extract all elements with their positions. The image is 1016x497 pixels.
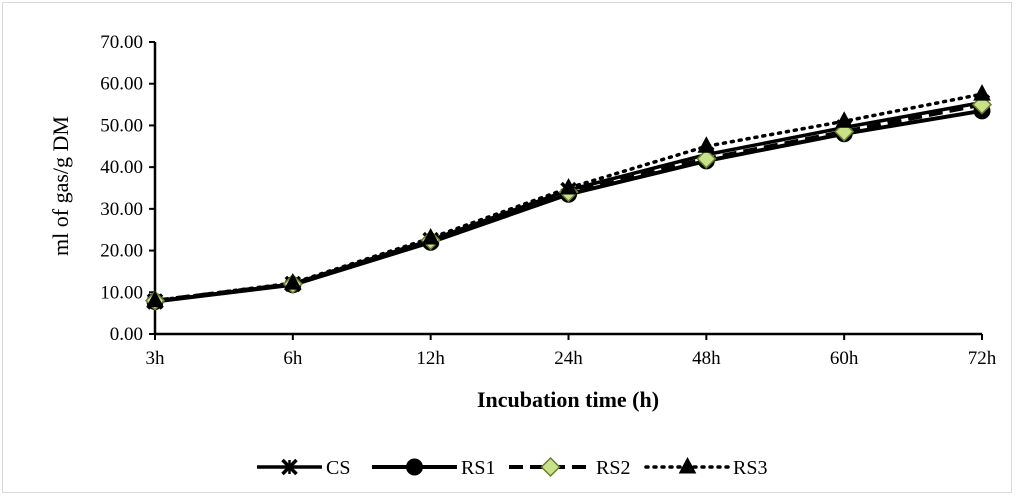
y-tick-label: 60.00 (100, 74, 143, 95)
y-tick-label: 30.00 (100, 199, 143, 220)
y-tick-labels: 0.00 10.00 20.00 30.00 40.00 50.00 60.00 70.00 (100, 32, 143, 345)
legend: CS RS1 RS2 RS3 (257, 456, 767, 479)
legend-swatch-marker (281, 458, 298, 476)
x-tick-label: 6h (283, 348, 303, 369)
series-line-rs1 (154, 108, 983, 304)
legend-label: CS (326, 457, 350, 479)
x-tick-label: 60h (830, 348, 859, 369)
legend-label: RS3 (733, 457, 767, 479)
x-tick-label: 24h (554, 348, 583, 369)
legend-swatch-marker (678, 456, 697, 474)
data-point-rs3 (146, 290, 164, 308)
legend-item-cs: CS (257, 457, 350, 479)
y-tick-label: 10.00 (100, 282, 143, 303)
y-tick-label: 20.00 (100, 241, 143, 262)
data-point-rs3 (421, 227, 440, 245)
legend-label: RS1 (461, 457, 495, 479)
y-tick-label: 0.00 (110, 324, 143, 345)
y-tick-label: 40.00 (100, 157, 143, 178)
data-point-rs3 (973, 84, 991, 101)
legend-swatch-marker (406, 458, 423, 476)
data-point-rs3 (559, 177, 578, 195)
x-tick-label: 12h (416, 348, 445, 369)
series-markers (144, 84, 993, 311)
legend-item-rs1: RS1 (372, 457, 495, 479)
x-tick-label: 3h (146, 348, 166, 369)
data-point-rs3 (835, 111, 854, 128)
data-point-rs3 (284, 273, 302, 290)
x-tick-labels: 3h 6h 12h 24h 48h 60h 72h (146, 348, 997, 369)
x-tick-label: 48h (692, 348, 721, 369)
legend-item-rs2: RS2 (509, 456, 630, 479)
legend-swatch-marker (540, 456, 561, 478)
x-axis-title: Incubation time (h) (477, 387, 659, 412)
y-axis-title: ml of gas/g DM (48, 116, 73, 256)
legend-item-rs3: RS3 (644, 456, 767, 479)
x-tick-label: 72h (968, 348, 997, 369)
y-tick-label: 50.00 (100, 115, 143, 136)
data-point-rs3 (697, 136, 716, 153)
legend-label: RS2 (596, 457, 630, 479)
data-point-rs2 (696, 148, 717, 169)
y-tick-label: 70.00 (100, 32, 143, 53)
